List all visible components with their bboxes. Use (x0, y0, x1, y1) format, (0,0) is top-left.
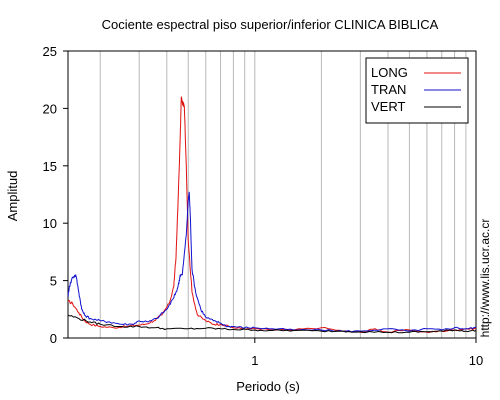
y-tick-label: 5 (50, 274, 57, 289)
legend-label-tran: TRAN (371, 82, 406, 97)
series-line-tran (67, 191, 477, 333)
legend-label-long: LONG (371, 65, 408, 80)
x-tick-label: 10 (469, 353, 483, 368)
credit-url: http://www.lis.ucr.ac.cr (478, 219, 492, 338)
plot-frame (67, 50, 477, 339)
series-line-vert (67, 314, 477, 334)
x-axis-label: Periodo (s) (236, 379, 300, 394)
y-tick-label: 15 (43, 159, 57, 174)
x-tick-label: 1 (251, 353, 258, 368)
y-tick-label: 20 (43, 101, 57, 116)
y-axis-label: Amplitud (5, 171, 20, 222)
series-lines (67, 96, 477, 334)
series-line-long (67, 96, 477, 333)
y-tick-label: 0 (50, 331, 57, 346)
y-tick-label: 25 (43, 44, 57, 59)
axis-ticks: 0 5 10 15 20 25 1 10 (43, 44, 484, 368)
legend: LONG TRAN VERT (365, 57, 469, 124)
chart-title: Cociente espectral piso superior/inferio… (102, 17, 439, 32)
y-tick-label: 10 (43, 216, 57, 231)
legend-label-vert: VERT (371, 99, 405, 114)
